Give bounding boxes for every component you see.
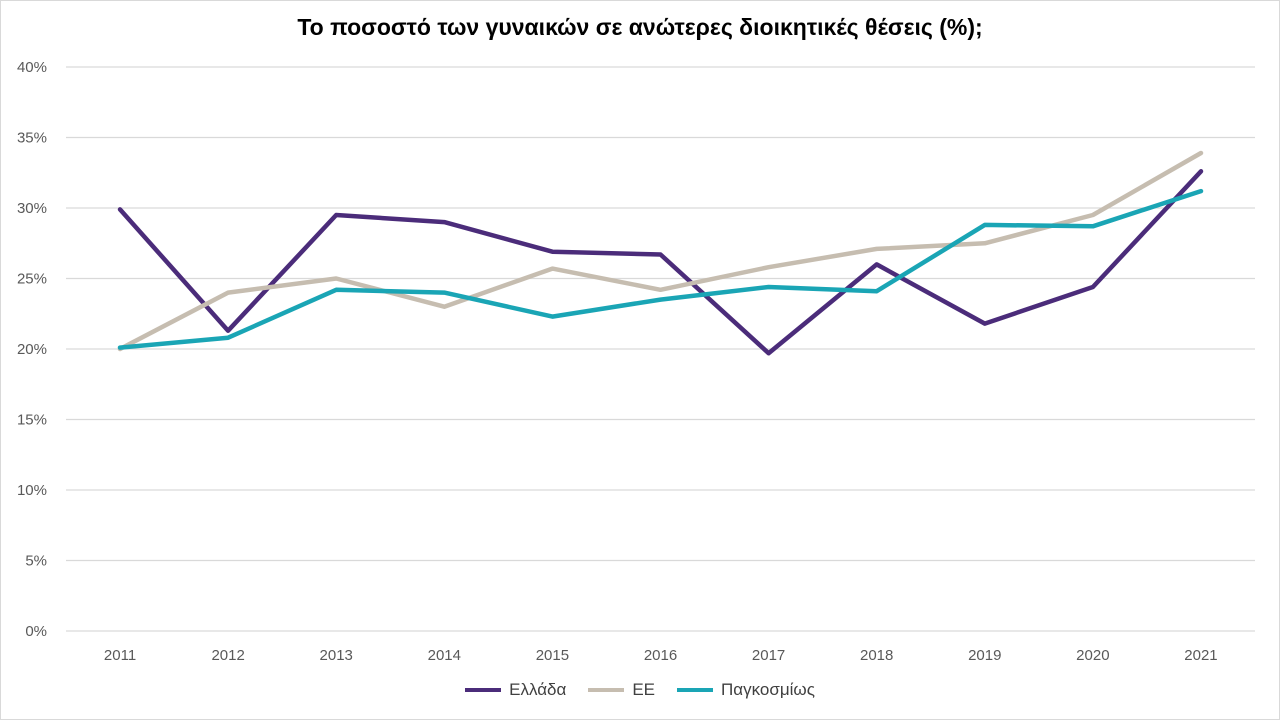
x-tick-label: 2021	[1184, 647, 1217, 664]
x-tick-label: 2014	[428, 647, 461, 664]
x-tick-label: 2013	[320, 647, 353, 664]
legend-label: Παγκοσμίως	[721, 680, 815, 699]
y-tick-label: 25%	[17, 271, 47, 288]
legend-label: Ελλάδα	[509, 680, 567, 699]
series-line-0	[117, 169, 1204, 356]
y-tick-label: 10%	[17, 482, 47, 499]
legend-swatch	[465, 688, 502, 692]
x-tick-label: 2016	[644, 647, 677, 664]
legend-swatch	[588, 688, 625, 692]
y-tick-label: 20%	[17, 341, 47, 358]
y-tick-label: 30%	[17, 200, 47, 217]
series-line-1	[117, 150, 1204, 352]
x-tick-label: 2015	[536, 647, 569, 664]
y-tick-label: 35%	[17, 130, 47, 147]
legend-label: ΕΕ	[632, 680, 655, 699]
x-tick-label: 2020	[1076, 647, 1109, 664]
x-tick-label: 2012	[211, 647, 244, 664]
y-tick-label: 0%	[25, 623, 47, 640]
legend-item-2: Παγκοσμίως	[677, 680, 815, 700]
chart-title: Το ποσοστό των γυναικών σε ανώτερες διοι…	[297, 14, 983, 40]
x-tick-label: 2019	[968, 647, 1001, 664]
legend-swatch	[677, 688, 713, 692]
legend-item-0: Ελλάδα	[465, 680, 566, 700]
y-tick-label: 40%	[17, 59, 47, 76]
x-tick-label: 2017	[752, 647, 785, 664]
series-line-2	[117, 188, 1204, 350]
x-tick-label: 2018	[860, 647, 893, 664]
legend-item-1: ΕΕ	[588, 680, 655, 700]
y-tick-label: 15%	[17, 412, 47, 429]
chart-legend: Ελλάδα ΕΕ Παγκοσμίως	[0, 680, 1280, 700]
y-tick-label: 5%	[25, 553, 47, 570]
x-tick-label: 2011	[104, 647, 136, 664]
